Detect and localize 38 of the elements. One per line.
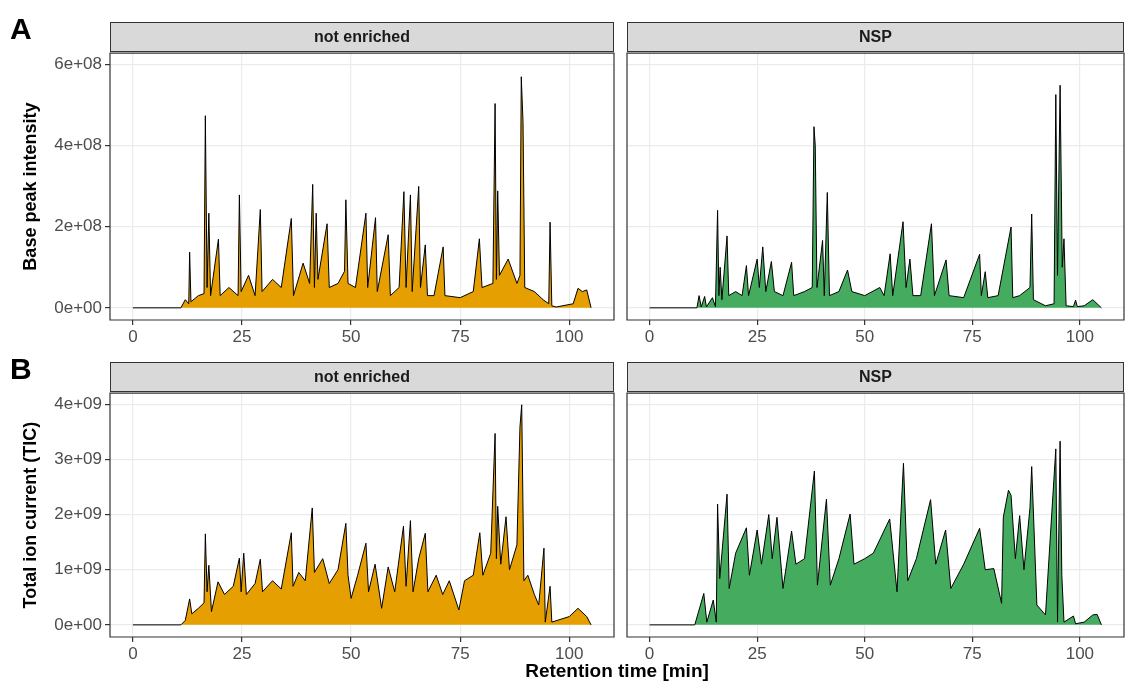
chart-title: NSP <box>627 362 1124 392</box>
x-tick-label: 0 <box>644 326 655 346</box>
x-tick-label: 50 <box>341 643 361 663</box>
x-tick-label: 50 <box>855 643 875 663</box>
x-tick-label: 0 <box>128 643 138 663</box>
y-axis-title: Base peak intensity <box>19 102 40 271</box>
x-tick-label: 100 <box>555 326 584 346</box>
y-tick-label: 1e+09 <box>54 559 102 579</box>
chart-title: not enriched <box>110 22 614 52</box>
x-tick-label: 0 <box>644 643 655 663</box>
x-tick-label: 75 <box>962 643 982 663</box>
y-tick-label: 2e+08 <box>54 216 102 236</box>
y-tick-label: 4e+09 <box>54 393 102 413</box>
y-tick-label: 4e+08 <box>54 135 102 155</box>
x-tick-label: 75 <box>962 326 982 346</box>
x-tick-label: 100 <box>555 643 584 663</box>
y-tick-label: 0e+00 <box>54 614 102 634</box>
x-axis-title: Retention time [min] <box>525 660 709 681</box>
x-tick-label: 100 <box>1065 326 1095 346</box>
text: A <box>10 12 32 46</box>
y-tick-label: 2e+09 <box>54 504 102 524</box>
text: B <box>10 352 32 386</box>
x-tick-label: 50 <box>855 326 875 346</box>
y-tick-label: 3e+09 <box>54 449 102 469</box>
x-tick-label: 75 <box>450 643 470 663</box>
chart-title: NSP <box>627 22 1124 52</box>
x-tick-label: 25 <box>747 326 767 346</box>
x-tick-label: 75 <box>450 326 470 346</box>
x-tick-label: 100 <box>1065 643 1095 663</box>
x-tick-label: 25 <box>232 326 252 346</box>
x-tick-label: 50 <box>341 326 361 346</box>
y-tick-label: 6e+08 <box>54 53 102 73</box>
x-tick-label: 0 <box>128 326 138 346</box>
y-axis-title: Total ion current (TIC) <box>19 421 40 609</box>
y-tick-label: 0e+00 <box>54 297 102 317</box>
x-tick-label: 25 <box>747 643 767 663</box>
x-tick-label: 25 <box>232 643 252 663</box>
chart-title: not enriched <box>110 362 614 392</box>
